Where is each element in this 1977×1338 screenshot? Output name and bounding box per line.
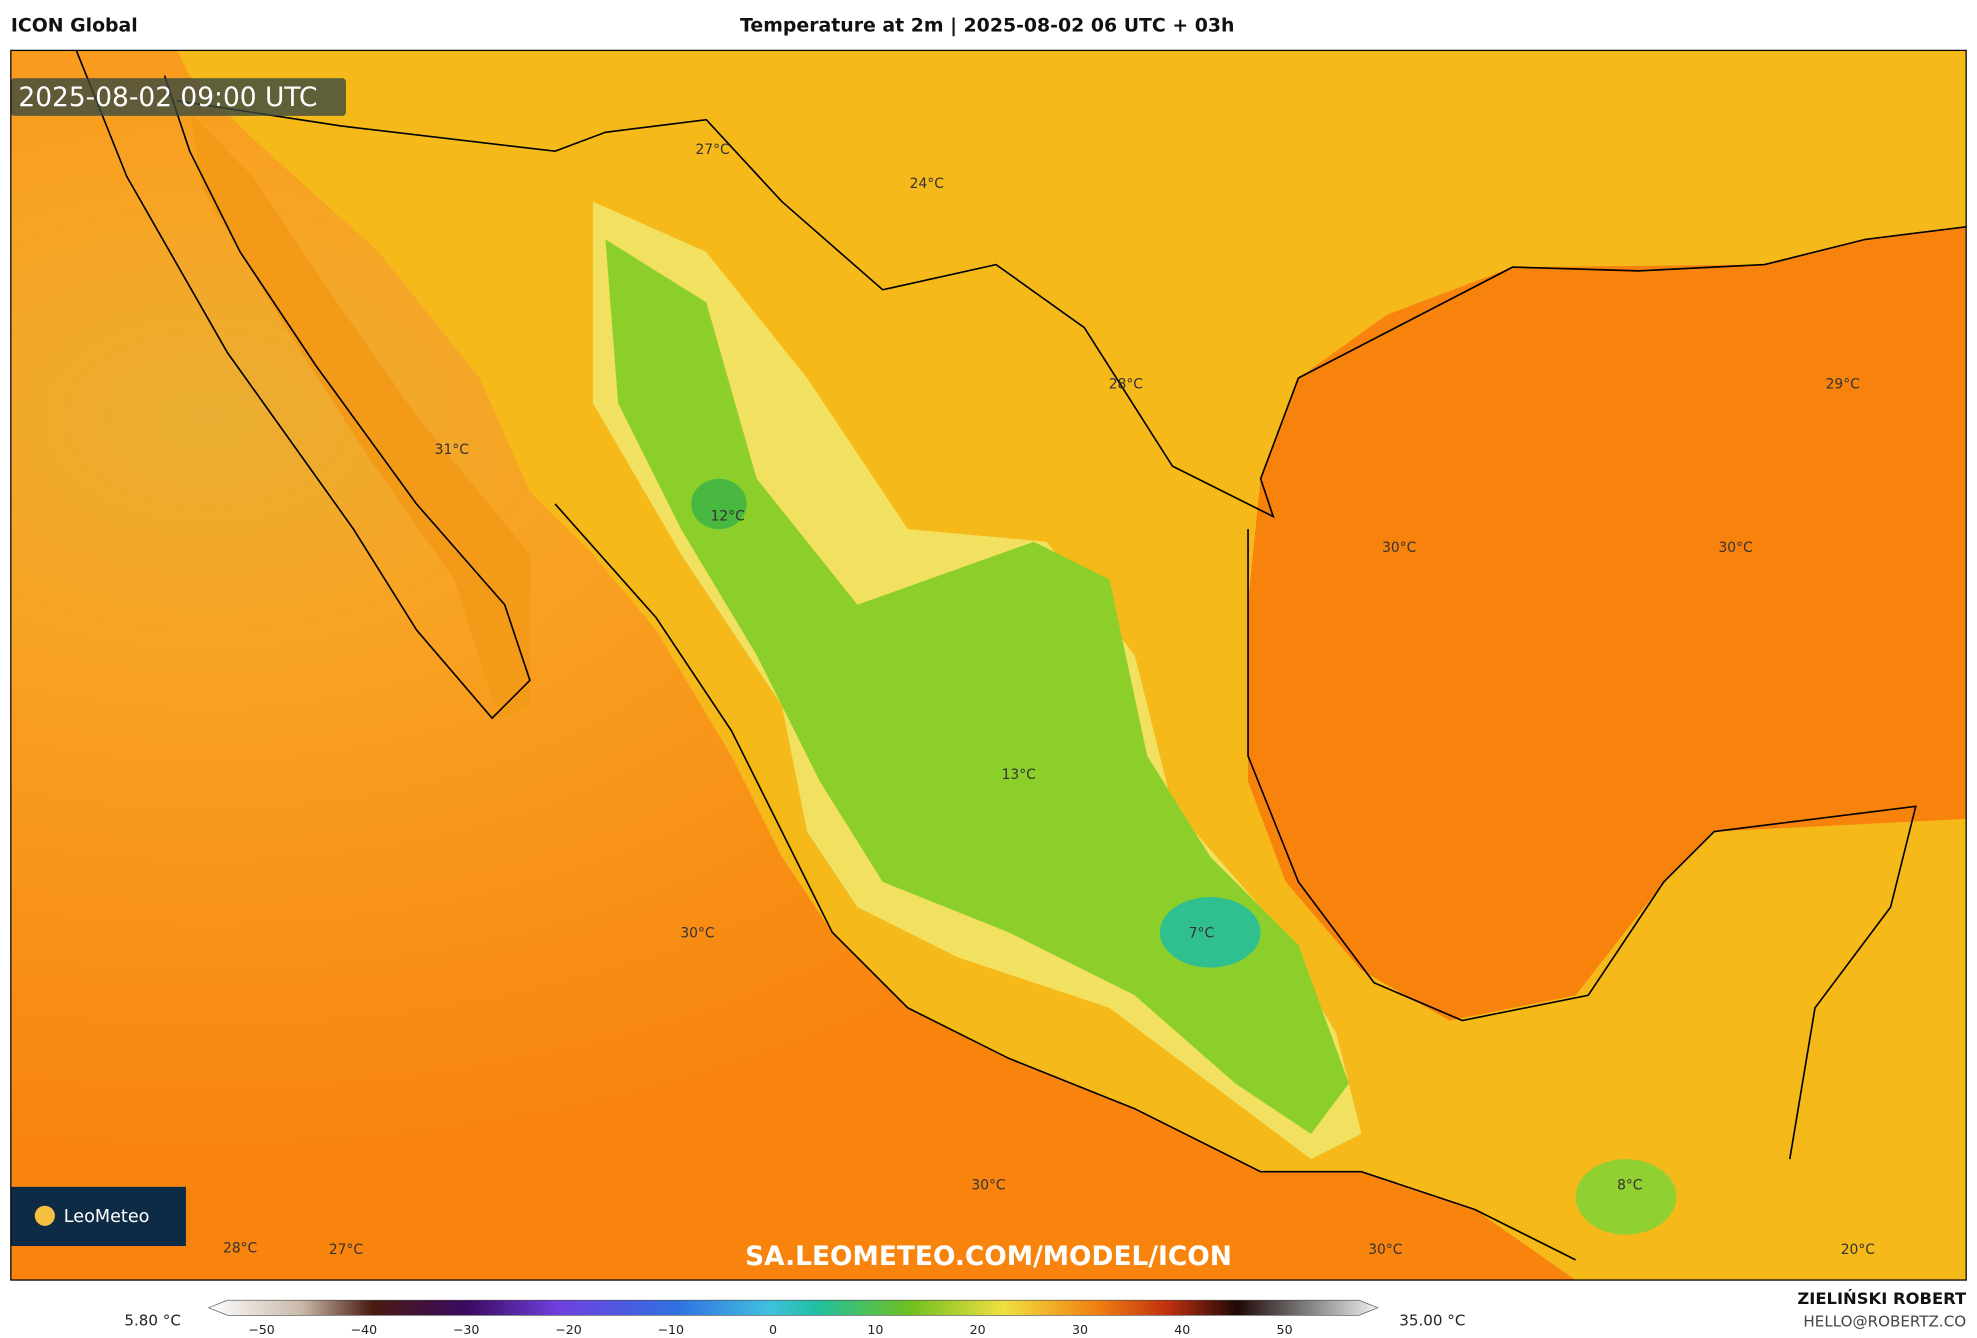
temperature-label: 13°C <box>1002 767 1036 783</box>
colorbar-tick-label: 0 <box>769 1322 777 1337</box>
temperature-label: 20°C <box>1841 1242 1875 1258</box>
temperature-label: 8°C <box>1617 1178 1642 1194</box>
colorbar-tick-label: 30 <box>1072 1322 1088 1337</box>
temperature-label: 27°C <box>329 1242 363 1258</box>
colorbar-tick-label: −30 <box>453 1322 480 1337</box>
colorbar-ticks: −50 −40 −30 −20 −10 0 10 20 30 40 50 <box>248 1322 1292 1337</box>
colorbar-tick-label: 20 <box>970 1322 986 1337</box>
temperature-label: 12°C <box>711 509 745 525</box>
valid-time: 2025-08-02 09:00 UTC <box>18 82 317 113</box>
colorbar-tick-label: −10 <box>657 1322 684 1337</box>
map-title: Temperature at 2m | 2025-08-02 06 UTC + … <box>740 14 1234 36</box>
colorbar-tick-label: 10 <box>867 1322 883 1337</box>
colorbar-tick-label: −50 <box>248 1322 275 1337</box>
colorbar-min: 5.80 °C <box>124 1311 181 1329</box>
credit-name: ZIELIŃSKI ROBERT <box>1797 1289 1967 1308</box>
temperature-label: 7°C <box>1189 926 1214 942</box>
colorbar-tick-label: 40 <box>1174 1322 1190 1337</box>
model-name: ICON Global <box>11 14 138 36</box>
colorbar-tick-label: −40 <box>351 1322 378 1337</box>
temperature-label: 27°C <box>695 142 729 158</box>
temperature-label: 28°C <box>1109 376 1143 392</box>
temperature-label: 30°C <box>971 1178 1005 1194</box>
temperature-label: 31°C <box>435 442 469 458</box>
watermark: SA.LEOMETEO.COM/MODEL/ICON <box>745 1241 1232 1272</box>
map: 2025-08-02 09:00 UTC 27°C 24°C 28°C 29°C 31°… <box>10 50 1967 1281</box>
colorbar-tick-label: −20 <box>555 1322 582 1337</box>
temperature-label: 29°C <box>1826 376 1860 392</box>
temperature-label: 30°C <box>1368 1242 1402 1258</box>
colorbar-max: 35.00 °C <box>1399 1311 1465 1329</box>
temperature-label: 30°C <box>1382 540 1416 556</box>
logo-text: LeoMeteo <box>64 1207 150 1227</box>
colorbar <box>207 1299 1379 1316</box>
colorbar-tick-label: 50 <box>1277 1322 1293 1337</box>
temperature-label: 28°C <box>223 1241 257 1257</box>
temperature-labels: 27°C 24°C 28°C 29°C 31°C 12°C 30°C 30°C 13°C 30°C… <box>223 142 1875 1258</box>
temperature-label: 30°C <box>680 926 714 942</box>
temperature-label: 30°C <box>1719 540 1753 556</box>
credit-email: HELLO@ROBERTZ.CO <box>1803 1313 1966 1331</box>
temperature-label: 24°C <box>910 176 944 192</box>
